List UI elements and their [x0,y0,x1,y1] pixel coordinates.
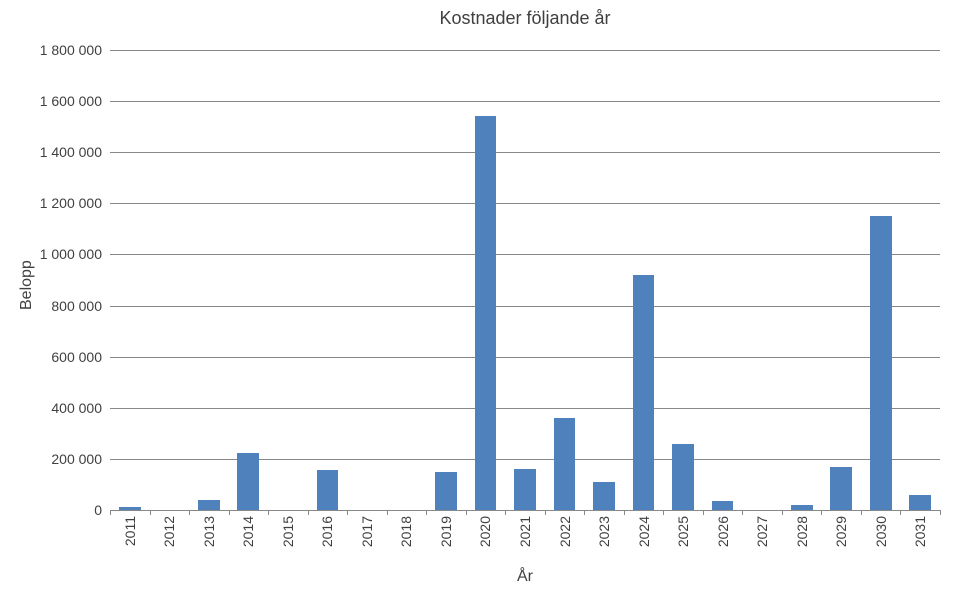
x-tick-mark [150,510,151,515]
x-tick-mark [900,510,901,515]
y-tick-label: 1 200 000 [40,195,110,211]
gridline [110,254,940,255]
x-tick-label: 2011 [122,510,138,546]
x-tick-mark [347,510,348,515]
bar [870,216,892,510]
x-tick-label: 2016 [319,510,335,547]
gridline [110,408,940,409]
bar [554,418,576,510]
x-tick-label: 2019 [438,510,454,547]
x-tick-label: 2028 [794,510,810,547]
y-tick-label: 1 800 000 [40,42,110,58]
x-tick-label: 2021 [517,510,533,547]
bar [317,470,339,510]
x-tick-mark [782,510,783,515]
x-tick-mark [426,510,427,515]
y-tick-label: 400 000 [51,400,110,416]
bar [633,275,655,510]
x-tick-mark [584,510,585,515]
x-tick-label: 2014 [240,510,256,547]
gridline [110,357,940,358]
x-tick-mark [308,510,309,515]
chart-container: Kostnader följande år Belopp 0200 000400… [0,0,960,611]
y-tick-label: 600 000 [51,349,110,365]
x-tick-mark [466,510,467,515]
x-tick-mark [940,510,941,515]
x-tick-mark [189,510,190,515]
x-tick-mark [268,510,269,515]
y-tick-label: 1 400 000 [40,144,110,160]
x-axis-label: År [110,568,940,586]
bar [830,467,852,510]
x-tick-label: 2015 [280,510,296,547]
x-tick-label: 2024 [636,510,652,547]
bar [909,495,931,510]
x-tick-mark [861,510,862,515]
x-tick-label: 2020 [477,510,493,547]
bar [712,501,734,510]
x-tick-mark [703,510,704,515]
y-tick-label: 200 000 [51,451,110,467]
x-tick-label: 2022 [557,510,573,547]
chart-title: Kostnader följande år [110,8,940,29]
x-tick-label: 2012 [161,510,177,547]
gridline [110,459,940,460]
x-tick-mark [624,510,625,515]
x-tick-label: 2013 [201,510,217,547]
x-tick-mark [821,510,822,515]
x-tick-mark [229,510,230,515]
bar [593,482,615,510]
gridline [110,101,940,102]
x-tick-label: 2029 [833,510,849,547]
x-tick-label: 2018 [398,510,414,547]
x-tick-mark [505,510,506,515]
bar [475,116,497,510]
gridline [110,203,940,204]
x-tick-label: 2030 [873,510,889,547]
gridline [110,306,940,307]
x-tick-label: 2026 [715,510,731,547]
x-tick-mark [663,510,664,515]
x-tick-label: 2031 [912,510,928,547]
gridline [110,152,940,153]
bar [435,472,457,510]
y-axis-label: Belopp [18,260,36,310]
bar [514,469,536,510]
plot-area: 0200 000400 000600 000800 0001 000 0001 … [110,50,940,510]
x-tick-label: 2027 [754,510,770,547]
bar [237,453,259,511]
x-tick-label: 2017 [359,510,375,547]
x-tick-mark [110,510,111,515]
x-tick-mark [742,510,743,515]
y-tick-label: 1 000 000 [40,246,110,262]
x-tick-label: 2023 [596,510,612,547]
bar [198,500,220,510]
y-tick-label: 800 000 [51,298,110,314]
y-tick-label: 0 [94,502,110,518]
x-tick-label: 2025 [675,510,691,547]
bar [672,444,694,510]
x-tick-mark [387,510,388,515]
y-tick-label: 1 600 000 [40,93,110,109]
gridline [110,50,940,51]
x-tick-mark [545,510,546,515]
